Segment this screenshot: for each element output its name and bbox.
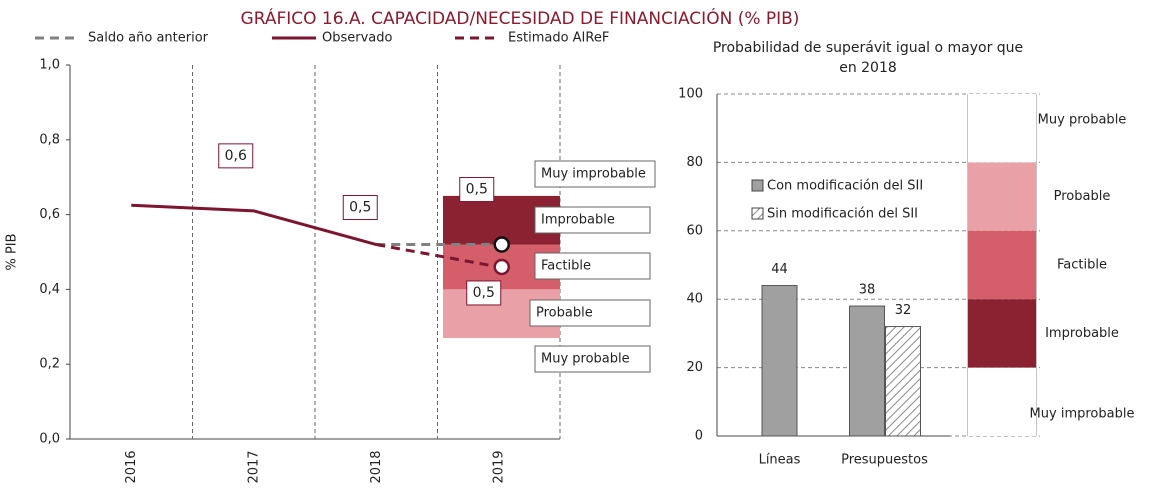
y-tick-label: 0,6 (39, 207, 60, 222)
band-label-box (534, 345, 651, 373)
band-label: Muy probable (541, 352, 630, 367)
legend-swatch (751, 179, 764, 192)
y-axis-label: % PIB (5, 233, 20, 270)
legend-label: Estimado AIReF (508, 31, 609, 46)
scale-band (968, 230, 1036, 300)
value-label-box (466, 280, 502, 306)
endpoint-marker (493, 258, 510, 276)
scale-band (968, 299, 1036, 368)
value-label: 44 (771, 262, 788, 277)
page-title: GRÁFICO 16.A. CAPACIDAD/NECESIDAD DE FIN… (241, 7, 800, 29)
scale-band-label: Muy improbable (1030, 406, 1135, 421)
y-tick-label: 0,2 (39, 357, 60, 372)
value-label: 0,5 (349, 200, 371, 216)
y-tick-label: 0,0 (39, 432, 60, 447)
x-tick-label: 2016 (124, 450, 139, 483)
x-tick-label: 2019 (491, 450, 506, 483)
endpoint-marker (493, 236, 510, 253)
band-label-box (529, 299, 651, 327)
scale-band-label: Factible (1057, 258, 1107, 273)
y-tick-label: 0,4 (39, 282, 60, 297)
band-label: Improbable (541, 213, 615, 228)
legend-label: Observado (322, 31, 393, 46)
scale-band (968, 162, 1036, 231)
y-tick-label: 1,0 (39, 58, 60, 73)
legend-label: Con modificación del SII (767, 179, 923, 194)
x-tick-label: 2017 (246, 450, 261, 483)
y-tick-label: 60 (686, 223, 703, 238)
scale-band-label: Muy probable (1038, 113, 1127, 128)
x-tick-label: Presupuestos (841, 453, 928, 468)
right-title: Probabilidad de superávit igual o mayor … (713, 40, 1023, 76)
legend-label: Sin modificación del SII (767, 207, 918, 222)
scale-band (968, 367, 1036, 436)
band-label-box (534, 160, 656, 188)
value-label: 32 (895, 303, 912, 318)
value-label-box (342, 195, 378, 221)
value-label-box (218, 143, 254, 169)
band-label: Factible (541, 259, 591, 274)
series-line (131, 203, 377, 246)
scale-band-label: Improbable (1045, 326, 1119, 341)
series-line (375, 243, 500, 269)
scale-band-label: Probable (1054, 189, 1111, 204)
band-label-box (534, 206, 651, 234)
bar (849, 305, 885, 437)
y-tick-label: 100 (678, 87, 703, 102)
band-label: Muy improbable (541, 167, 646, 182)
scale-band (968, 94, 1036, 163)
y-tick-label: 0 (695, 429, 703, 444)
value-label-box (459, 177, 495, 203)
x-tick-label: Líneas (759, 453, 801, 468)
legend-swatch (751, 207, 764, 220)
legend-label: Saldo año anterior (88, 31, 209, 46)
value-label: 0,6 (225, 148, 247, 164)
value-label: 0,5 (466, 182, 488, 198)
y-tick-label: 40 (686, 292, 703, 307)
bar (761, 285, 798, 437)
band-label: Probable (536, 306, 593, 321)
x-tick-label: 2018 (369, 450, 384, 483)
y-tick-label: 0,8 (39, 132, 60, 147)
band-label-box (534, 252, 651, 280)
y-tick-label: 80 (686, 155, 703, 170)
y-tick-label: 20 (686, 360, 703, 375)
value-label: 38 (859, 283, 876, 298)
value-label: 0,5 (473, 285, 495, 301)
bar (885, 326, 921, 437)
